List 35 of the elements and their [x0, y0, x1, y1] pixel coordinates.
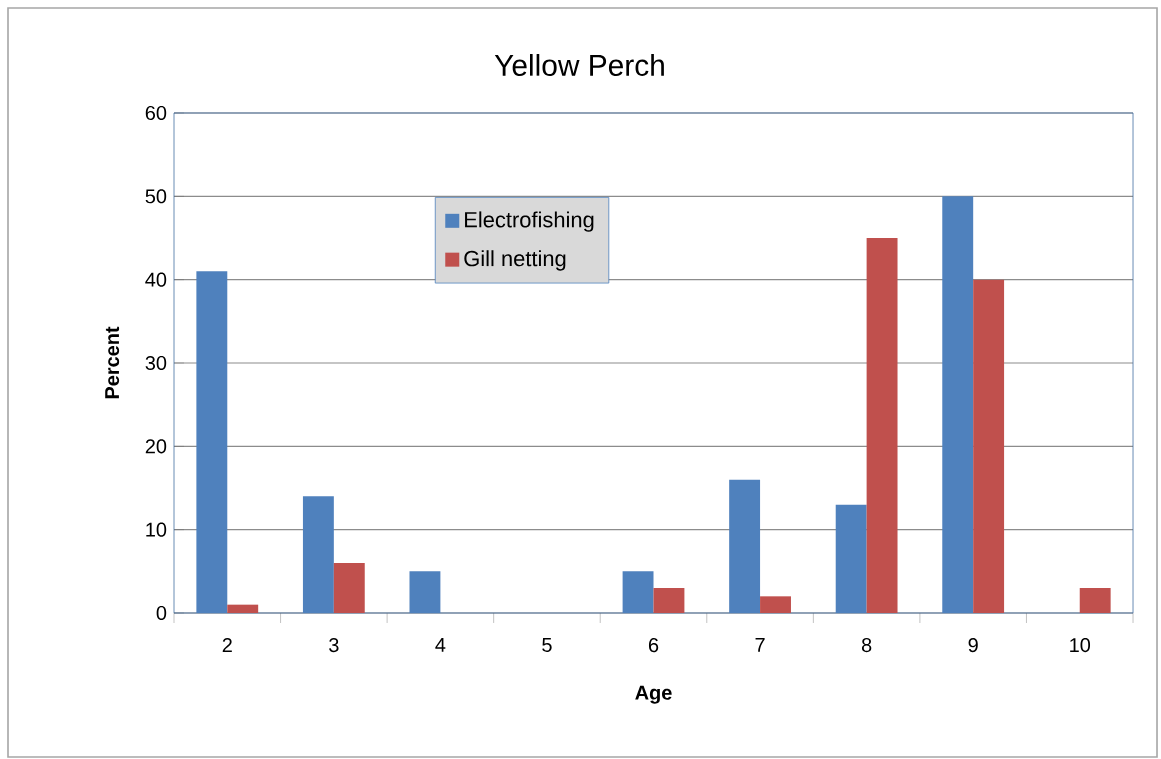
bar [333, 563, 365, 613]
bar [835, 504, 867, 613]
y-tick-label: 0 [156, 605, 167, 621]
x-tick-label: 9 [968, 638, 978, 653]
x-tick-label: 8 [861, 638, 872, 653]
bar [942, 196, 974, 613]
bar [973, 279, 1005, 613]
y-axis-title: Percent [105, 326, 120, 399]
bar [760, 596, 791, 613]
y-tick-label: 10 [146, 522, 167, 537]
y-tick-label: 20 [145, 439, 167, 454]
x-tick-label: 10 [1070, 638, 1091, 653]
x-tick-label: 5 [542, 638, 552, 652]
y-tick-label: 30 [145, 355, 167, 371]
bar [622, 571, 654, 613]
legend-label: Electrofishing [465, 211, 594, 232]
y-tick-label: 50 [145, 189, 167, 204]
y-tick-label: 60 [145, 105, 167, 121]
bar [227, 604, 259, 613]
bar [196, 271, 228, 613]
x-tick-label: 7 [755, 638, 765, 652]
bar [653, 588, 685, 613]
bar [409, 571, 441, 613]
bar [302, 496, 334, 613]
x-tick-label: 2 [222, 638, 232, 652]
chart-title: Yellow Perch [494, 54, 664, 76]
x-tick-label: 3 [329, 638, 339, 653]
y-tick-label: 40 [145, 272, 167, 287]
bar [1079, 588, 1111, 613]
x-tick-label: 4 [435, 638, 446, 652]
bar [866, 237, 898, 613]
legend-label: Gill netting [464, 250, 566, 271]
x-axis-title: Age [635, 685, 672, 704]
x-tick-label: 6 [648, 638, 659, 653]
bar [729, 479, 761, 613]
